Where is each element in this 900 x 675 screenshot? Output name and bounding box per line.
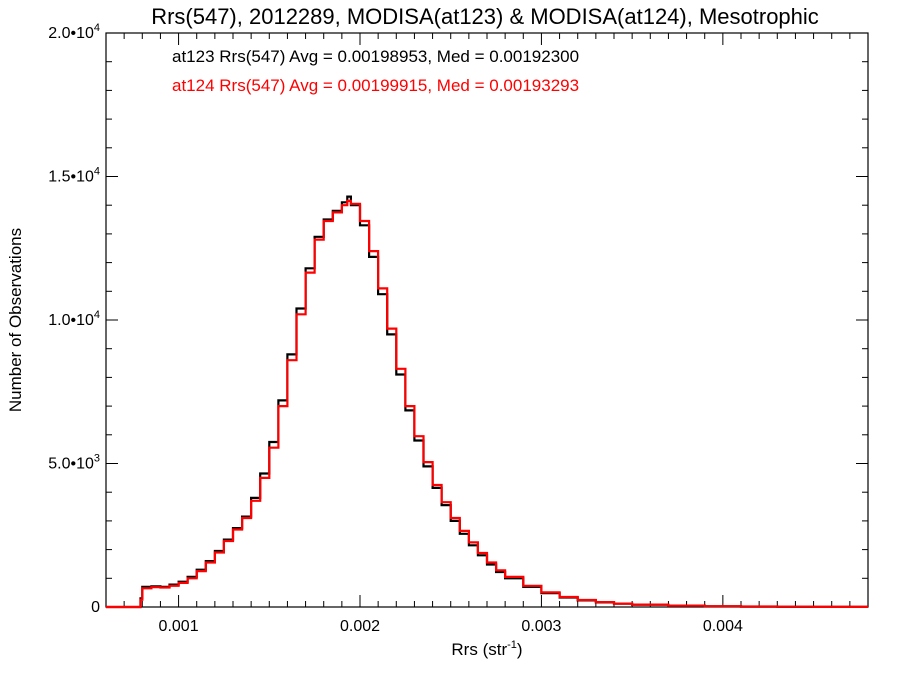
x-tick-label: 0.002 xyxy=(340,618,380,635)
plot-frame xyxy=(105,32,869,608)
y-tick-exponent: 4 xyxy=(94,166,100,178)
annotation-at124: at124 Rrs(547) Avg = 0.00199915, Med = 0… xyxy=(172,76,579,95)
y-axis-label: Number of Observations xyxy=(6,228,25,412)
y-tick-label: 5.0•103 xyxy=(48,453,100,473)
series-layer xyxy=(106,195,868,609)
y-tick-mantissa: 1.5•10 xyxy=(48,169,94,186)
y-tick-mantissa: 1.0•10 xyxy=(48,312,94,329)
y-tick-label: 2.0•104 xyxy=(48,22,100,42)
y-tick-label: 1.5•104 xyxy=(48,166,100,186)
y-tick-label: 0 xyxy=(91,599,100,616)
y-tick-mantissa: 5.0•10 xyxy=(48,456,94,473)
x-tick-label: 0.001 xyxy=(159,618,199,635)
y-tick-exponent: 3 xyxy=(94,453,100,465)
x-axis-label: Rrs (str-1) xyxy=(451,639,522,659)
series-at123-line xyxy=(106,195,868,609)
x-tick-labels: 0.001 0.002 0.003 0.004 xyxy=(159,618,743,635)
series-at124-line xyxy=(106,199,868,609)
chart-title: Rrs(547), 2012289, MODISA(at123) & MODIS… xyxy=(151,4,819,29)
x-axis-label-superscript: -1 xyxy=(507,639,517,651)
axis-ticks xyxy=(106,32,868,608)
x-tick-label: 0.003 xyxy=(521,618,561,635)
y-tick-exponent: 4 xyxy=(94,22,100,34)
annotation-at123: at123 Rrs(547) Avg = 0.00198953, Med = 0… xyxy=(172,47,579,66)
y-tick-label: 1.0•104 xyxy=(48,309,100,329)
x-tick-label: 0.004 xyxy=(703,618,743,635)
y-tick-exponent: 4 xyxy=(94,309,100,321)
y-tick-mantissa: 2.0•10 xyxy=(48,25,94,42)
